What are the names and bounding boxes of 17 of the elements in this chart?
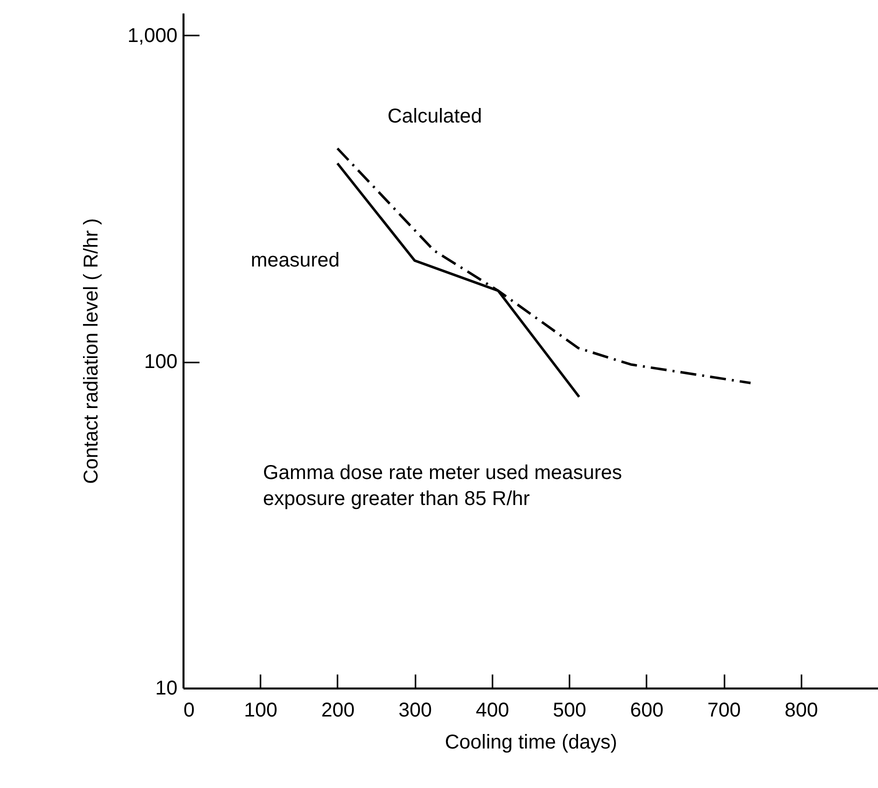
y-axis-title: Contact radiation level ( R/hr ) bbox=[80, 218, 102, 484]
x-tick-label: 400 bbox=[476, 700, 510, 722]
x-tick-label: 200 bbox=[321, 700, 355, 722]
x-tick-label: 0 bbox=[184, 700, 195, 722]
annotation: Gamma dose rate meter used measures exposure greater than 85 R/hr bbox=[263, 462, 622, 510]
y-tick-label: 1,000 bbox=[127, 24, 178, 47]
x-tick-label: 100 bbox=[244, 700, 278, 722]
text: measured bbox=[250, 250, 340, 272]
y-tick-label: 10 bbox=[155, 678, 178, 700]
x-axis-title: Cooling time (days) bbox=[444, 732, 618, 754]
x-tick-label: 500 bbox=[552, 700, 586, 722]
x-tick-label: 300 bbox=[398, 700, 432, 722]
y-tick-label: 100 bbox=[144, 351, 178, 374]
text: Calculated bbox=[387, 105, 482, 128]
x-tick-label: 600 bbox=[630, 700, 664, 722]
x-tick-label: 700 bbox=[707, 700, 741, 722]
x-tick-label: 800 bbox=[784, 700, 818, 722]
